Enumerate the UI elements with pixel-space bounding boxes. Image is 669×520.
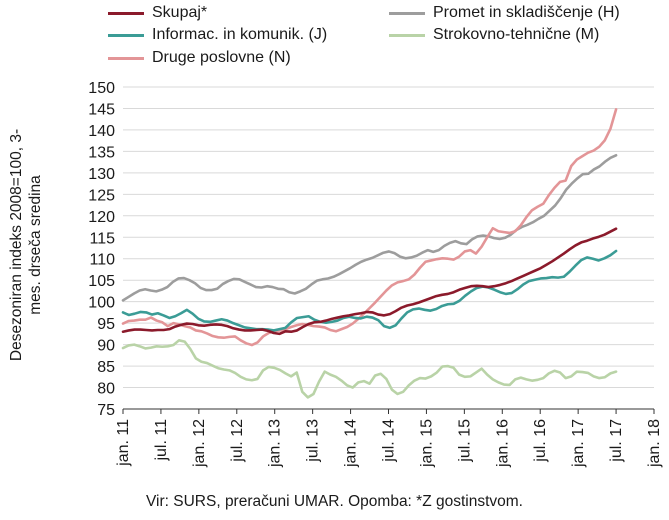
x-tick-labels: jan. 11 jul. 11 jan. 12 jul. 12 jan. 13 jul. … [115,419,663,468]
legend-swatch-skupaj [108,11,144,15]
y-tick-label: 110 [89,252,115,269]
y-tick-label: 140 [88,123,115,140]
legend-swatch-strokovno [389,33,425,37]
y-tick-label: 90 [97,338,115,355]
gridlines [123,86,654,389]
x-tick-label: jul. 12 [229,419,246,463]
legend-item-druge: Druge poslovne (N) [108,48,291,68]
y-tick-labels: 75 80 85 90 95 100 105 110 115 120 125 130 135 140 145… [88,80,115,419]
legend-label: Promet in skladiščenje (H) [433,4,620,21]
y-tick-label: 95 [97,316,115,333]
y-tick-label: 150 [88,80,115,97]
y-tick-label: 105 [88,273,115,290]
legend-item-strokovno: Strokovno-tehnične (M) [389,25,599,45]
y-tick-label: 100 [88,295,115,312]
y-tick-label: 135 [88,144,115,161]
x-tick-label: jul. 11 [153,419,170,462]
legend-swatch-druge [108,56,144,60]
x-tick-label: jan. 16 [494,419,511,468]
series-line-2 [121,108,618,347]
x-tick-label: jul. 14 [381,419,398,463]
x-tick-label: jan. 11 [115,419,132,467]
legend-item-promet: Promet in skladiščenje (H) [389,3,620,23]
x-tick-label: jan. 14 [343,419,360,468]
legend-label: Skupaj* [152,4,208,21]
legend-label: Informac. in komunik. (J) [152,26,328,43]
x-tick-label: jul. 17 [608,419,625,463]
x-tick-label: jul. 15 [456,419,473,463]
y-tick-label: 145 [88,101,115,118]
legend-label: Strokovno-tehnične (M) [433,26,600,43]
x-tick-label: jul. 16 [532,419,549,463]
y-tick-label: 130 [88,166,115,183]
y-tick-label: 120 [88,209,115,226]
x-tick-label: jan. 13 [267,419,284,468]
legend-swatch-promet [389,11,425,15]
y-tick-label: 80 [97,381,115,398]
y-axis-label: Desezoniran indeks 2008=100, 3-mes. drse… [8,128,44,362]
legend-swatch-informac [108,33,144,37]
series-line-4 [121,339,618,399]
x-tick-label: jan. 18 [646,419,663,468]
x-tick-label: jul. 13 [305,419,322,463]
legend-item-skupaj: Skupaj* [108,3,207,23]
legend-label: Druge poslovne (N) [152,49,291,66]
series-line-3 [121,153,618,302]
source-note: Vir: SURS, preračuni UMAR. Opomba: *Z go… [145,493,523,510]
y-tick-label: 75 [97,402,115,419]
y-tick-label: 85 [97,359,115,376]
series-line-1 [121,249,618,332]
series-line-0 [121,227,618,336]
axes [122,408,655,414]
legend: Skupaj* Informac. in komunik. (J) Druge … [0,0,669,80]
x-tick-label: jan. 15 [418,419,435,468]
series-lines [121,108,618,399]
x-tick-label: jan. 17 [570,419,587,468]
y-tick-label: 115 [89,230,115,247]
x-tick-label: jan. 12 [191,419,208,468]
y-tick-label: 125 [88,187,115,204]
legend-item-informac: Informac. in komunik. (J) [108,25,327,45]
